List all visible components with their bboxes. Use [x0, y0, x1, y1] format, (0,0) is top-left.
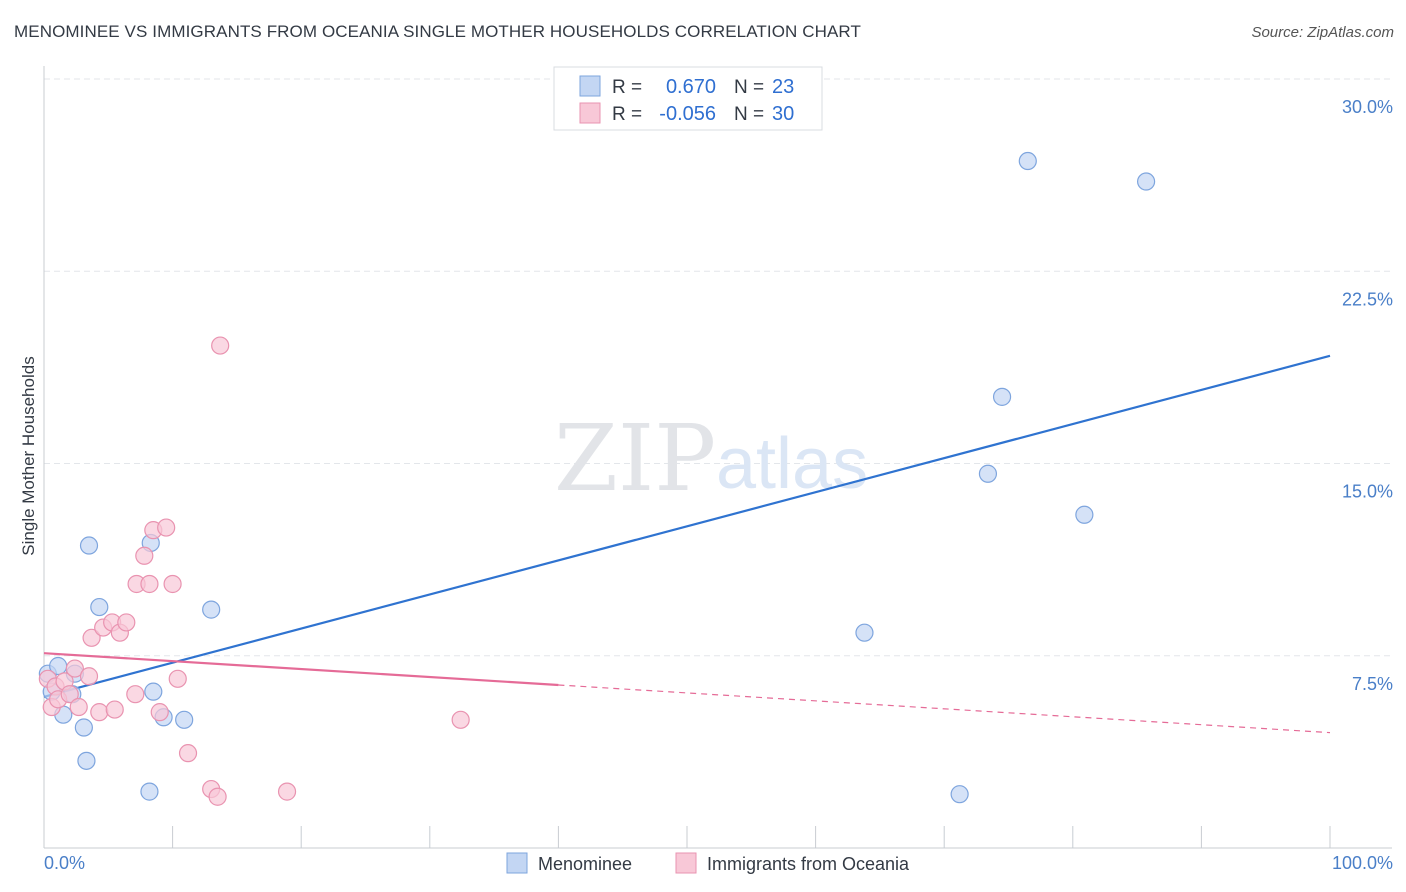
data-point-oceania-16 [126, 685, 145, 704]
data-point-menominee-7 [77, 751, 96, 770]
data-point-menominee-20 [1018, 151, 1037, 171]
y-tick-label-3: 30.0% [1342, 97, 1393, 117]
data-point-oceania-15 [117, 613, 136, 632]
legend-r-label-2: R = [612, 104, 642, 125]
data-point-oceania-28 [211, 336, 230, 355]
data-point-menominee-21 [1075, 505, 1094, 524]
bottom-legend-swatch-oceania [675, 852, 697, 874]
legend-r-value-2: -0.056 [659, 103, 716, 125]
legend-r-label-1: R = [612, 77, 642, 98]
data-point-oceania-27 [208, 787, 227, 806]
trend-line-solid-1 [43, 652, 559, 687]
data-point-menominee-12 [144, 682, 163, 701]
data-point-oceania-29 [277, 782, 297, 801]
legend-r-value-1: 0.670 [666, 76, 716, 98]
data-point-oceania-21 [150, 703, 169, 722]
data-point-menominee-18 [978, 464, 998, 483]
watermark: ZIP atlas [554, 405, 868, 512]
data-point-oceania-13 [105, 700, 124, 719]
data-point-menominee-11 [140, 782, 159, 801]
legend-n-value-2: 30 [772, 103, 794, 125]
data-point-oceania-22 [157, 518, 176, 537]
grid-lines [44, 78, 1392, 657]
data-point-oceania-7 [69, 697, 88, 717]
data-point-menominee-19 [992, 387, 1012, 406]
trend-line-dashed-1 [558, 684, 1331, 734]
watermark-zip: ZIP [554, 405, 716, 512]
data-point-oceania-30 [451, 710, 470, 729]
legend-n-label-2: N = [734, 104, 764, 125]
series-legend: Menominee Immigrants from Oceania [506, 852, 910, 874]
legend-n-label-1: N = [734, 77, 764, 98]
data-point-oceania-10 [90, 703, 109, 722]
data-point-menominee-15 [202, 600, 221, 619]
y-tick-label-0: 7.5% [1352, 674, 1393, 694]
axes [43, 66, 1392, 849]
data-point-oceania-5 [60, 685, 79, 704]
data-point-menominee-16 [855, 623, 874, 642]
legend-n-value-1: 23 [772, 76, 794, 98]
data-point-oceania-9 [82, 628, 101, 647]
y-tick-labels: 7.5% 15.0% 22.5% 30.0% [1342, 97, 1393, 694]
data-point-oceania-6 [65, 659, 84, 678]
data-point-menominee-9 [90, 597, 109, 617]
data-point-oceania-8 [79, 667, 99, 686]
y-tick-label-2: 22.5% [1342, 289, 1393, 309]
data-points [38, 151, 1156, 806]
legend-swatch-menominee [579, 75, 601, 97]
correlation-legend: R = 0.670 N = 23 R = -0.056 N = 30 [553, 66, 823, 131]
data-point-oceania-18 [135, 546, 154, 565]
bottom-legend-label-menominee: Menominee [538, 854, 632, 874]
watermark-atlas: atlas [716, 424, 868, 504]
bottom-legend-label-oceania: Immigrants from Oceania [707, 854, 910, 874]
x-tick-label-min: 0.0% [44, 853, 85, 873]
trend-lines [43, 354, 1331, 734]
x-tick-label-max: 100.0% [1332, 853, 1393, 873]
data-point-menominee-6 [74, 718, 93, 737]
data-point-menominee-8 [79, 536, 99, 555]
data-point-oceania-25 [178, 744, 198, 763]
bottom-legend-swatch-menominee [506, 852, 528, 874]
data-point-menominee-22 [1137, 172, 1156, 191]
legend-swatch-oceania [579, 102, 601, 124]
y-tick-label-1: 15.0% [1342, 482, 1393, 502]
data-point-menominee-17 [950, 785, 969, 804]
data-point-oceania-24 [168, 669, 187, 688]
data-point-menominee-14 [175, 710, 194, 729]
y-axis-label: Single Mother Households [19, 356, 38, 555]
trend-line-0 [43, 354, 1331, 698]
data-point-oceania-19 [140, 574, 159, 594]
source-label: Source: ZipAtlas.com [1251, 24, 1394, 41]
chart-title: MENOMINEE VS IMMIGRANTS FROM OCEANIA SIN… [14, 22, 861, 41]
data-point-oceania-23 [163, 574, 182, 594]
